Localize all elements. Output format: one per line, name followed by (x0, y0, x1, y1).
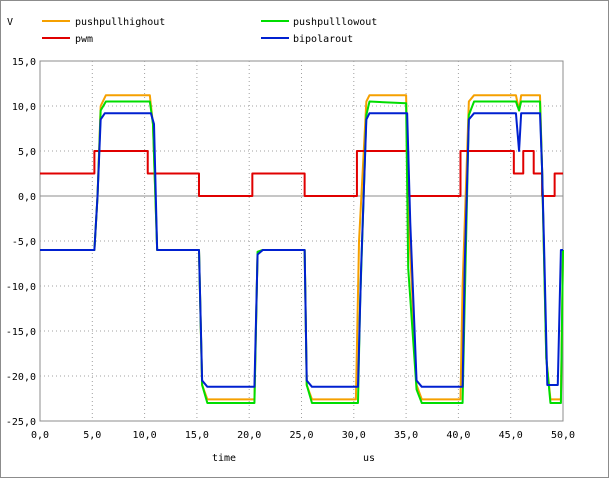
legend-entry-pushpullhighout: pushpullhighout (42, 17, 165, 28)
y-tick-label: -25,0 (6, 417, 36, 428)
legend-label-bipolarout: bipolarout (293, 34, 353, 45)
legend-label-pushpullhighout: pushpullhighout (75, 17, 165, 28)
x-axis-label: time (212, 453, 236, 464)
x-tick-label: 50,0 (551, 430, 575, 441)
x-tick-label: 10,0 (133, 430, 157, 441)
y-tick-labels: 15,0 10,0 5,0 0,0 -5,0 -10,0 -15,0 -20,0 -25,0 (6, 57, 36, 428)
x-tick-label: 5,0 (83, 430, 101, 441)
y-tick-label: -5,0 (12, 237, 36, 248)
x-tick-label: 0,0 (31, 430, 49, 441)
x-tick-label: 25,0 (289, 430, 313, 441)
x-tick-labels: 0,0 5,0 10,0 15,0 20,0 25,0 30,0 35,0 40,0 45,0 50… (31, 430, 575, 441)
y-unit-label: V (7, 17, 13, 28)
series-line-bipolarout (40, 112, 563, 388)
legend-label-pwm: pwm (75, 34, 93, 45)
y-tick-label: 15,0 (12, 57, 36, 68)
y-tick-label: 10,0 (12, 102, 36, 113)
x-tick-label: 35,0 (394, 430, 418, 441)
x-unit-label: us (363, 453, 375, 464)
legend-entry-bipolarout: bipolarout (261, 34, 353, 45)
x-tick-label: 45,0 (499, 430, 523, 441)
y-tick-label: 5,0 (18, 147, 36, 158)
y-tick-label: -10,0 (6, 282, 36, 293)
x-tick-label: 15,0 (185, 430, 209, 441)
legend-entry-pwm: pwm (42, 34, 93, 45)
x-tick-label: 40,0 (446, 430, 470, 441)
y-tick-label: 0,0 (18, 192, 36, 203)
y-tick-label: -15,0 (6, 327, 36, 338)
x-tick-label: 20,0 (237, 430, 261, 441)
series-layer (40, 94, 564, 404)
x-tick-label: 30,0 (342, 430, 366, 441)
y-tick-label: -20,0 (6, 372, 36, 383)
legend: pushpullhighout pwm pushpulllowout bipol… (42, 17, 377, 45)
legend-entry-pushpulllowout: pushpulllowout (261, 17, 377, 28)
legend-label-pushpulllowout: pushpulllowout (293, 17, 377, 28)
